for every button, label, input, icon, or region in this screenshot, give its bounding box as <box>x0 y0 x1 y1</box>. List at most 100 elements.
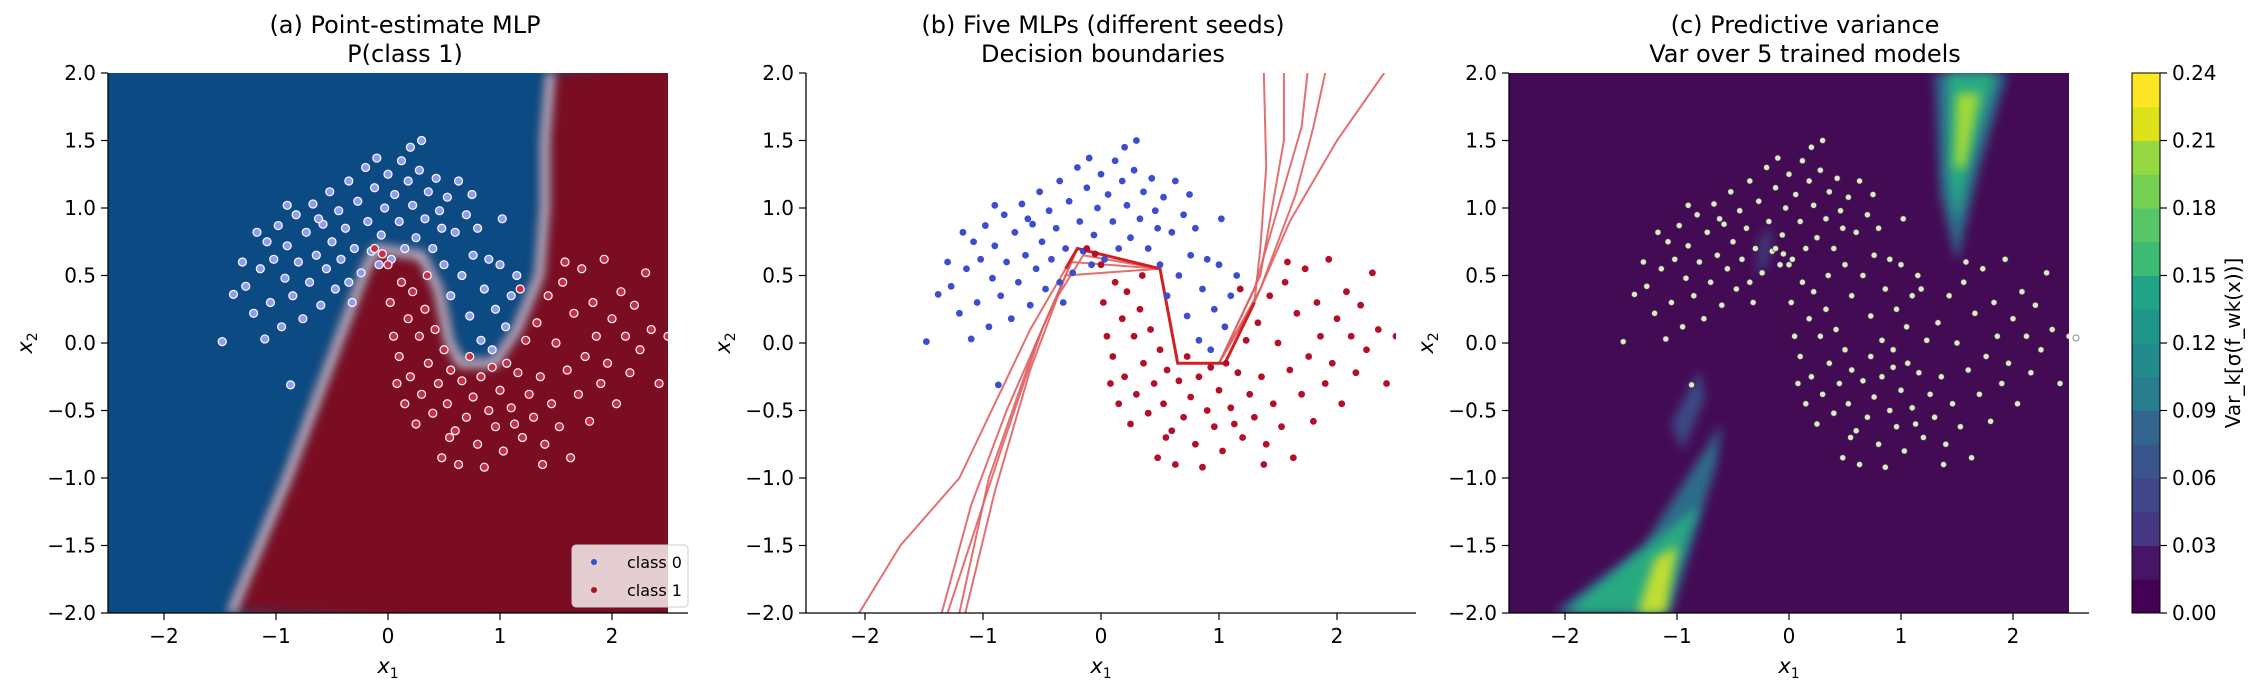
point-class0 <box>1693 211 1701 219</box>
point-class1 <box>546 399 557 409</box>
point-class0 <box>1749 299 1757 306</box>
point-class0 <box>1789 255 1796 263</box>
point-class0 <box>1664 238 1672 246</box>
point-class1 <box>385 297 395 308</box>
point-class1 <box>414 331 424 341</box>
y-tick-label: 0.0 <box>64 331 96 355</box>
point-class0 <box>1765 218 1773 225</box>
point-class0 <box>282 241 292 251</box>
point-class1 <box>1107 380 1114 387</box>
x-tick-label: 1 <box>1213 624 1226 648</box>
point-class1 <box>1239 434 1246 441</box>
colorbar: 0.00 0.03 0.06 0.09 0.12 0.15 0.18 0.21 0.24 Var… <box>2131 61 2245 625</box>
point-class0 <box>1018 200 1026 208</box>
point-class1 <box>1199 463 1206 471</box>
point-class0 <box>1036 188 1044 196</box>
point-class1 <box>502 358 512 368</box>
point-class1 <box>1118 315 1126 323</box>
point-class1 <box>640 268 651 278</box>
point-class1 <box>1133 390 1140 398</box>
point-class1 <box>1091 250 1099 258</box>
point-class1 <box>625 368 635 378</box>
x-tick-label: 1 <box>494 624 507 648</box>
point-class0 <box>273 220 283 231</box>
variance-region <box>1671 370 1705 451</box>
point-class1 <box>1856 461 1863 468</box>
point-class0 <box>372 153 382 163</box>
point-class0 <box>1870 251 1878 259</box>
point-class1 <box>537 459 548 470</box>
x-tick-label: −2 <box>1550 624 1579 648</box>
point-class1 <box>1819 390 1826 398</box>
point-class0 <box>1833 175 1841 182</box>
point-class1 <box>1886 407 1894 414</box>
point-class0 <box>249 308 259 318</box>
point-class1 <box>465 351 475 362</box>
point-class0 <box>1133 137 1140 144</box>
point-class0 <box>265 297 275 308</box>
colorbar-band <box>2132 478 2160 513</box>
panel-a-legend: class 0 class 1 <box>571 544 689 608</box>
boundary-line <box>964 73 1309 613</box>
point-class0 <box>344 176 354 186</box>
point-class1 <box>1234 369 1242 377</box>
point-class1 <box>476 372 486 382</box>
panel-a-title-1: (a) Point-estimate MLP <box>269 11 540 39</box>
point-class0 <box>1069 269 1077 277</box>
point-class1 <box>439 345 449 355</box>
point-class1 <box>1175 377 1183 385</box>
point-class1 <box>1127 420 1134 428</box>
point-class0 <box>1192 224 1199 232</box>
point-class0 <box>1845 193 1852 201</box>
panel-b-title-2: Decision boundaries <box>981 40 1225 68</box>
point-class0 <box>405 142 415 152</box>
x-axis-label: x1 <box>376 654 398 682</box>
point-class0 <box>479 284 489 294</box>
point-class1 <box>383 260 393 270</box>
x-tick-label: −2 <box>149 624 178 648</box>
point-class1 <box>528 412 539 422</box>
point-class0 <box>327 237 337 247</box>
colorbar-tick-label: 0.12 <box>2172 331 2217 355</box>
point-class0 <box>468 250 478 260</box>
point-class1 <box>437 453 447 463</box>
point-class1 <box>517 432 528 443</box>
point-class0 <box>1889 346 1897 354</box>
point-class1 <box>1901 447 1908 455</box>
x-tick-label: 2 <box>1331 624 1344 648</box>
point-class0 <box>349 243 359 254</box>
y-tick-label: −2.0 <box>745 601 794 625</box>
point-class1 <box>1111 278 1119 286</box>
boundary-line <box>940 73 1268 613</box>
point-class0 <box>353 196 363 206</box>
panel-b: (b) Five MLPs (different seeds) Decision… <box>711 11 1416 682</box>
point-class0 <box>1897 261 1905 269</box>
point-class1 <box>1180 413 1187 421</box>
point-class0 <box>1841 261 1849 269</box>
point-class0 <box>408 200 418 210</box>
point-class1 <box>1859 377 1867 385</box>
colorbar-band <box>2132 73 2160 108</box>
point-class0 <box>1736 207 1744 214</box>
point-class0 <box>1690 292 1698 300</box>
point-class0 <box>981 222 989 229</box>
point-class1 <box>1852 427 1860 435</box>
colorbar-ticks: 0.00 0.03 0.06 0.09 0.12 0.15 0.18 0.21 0.24 <box>2160 61 2217 625</box>
point-class0 <box>1024 215 1032 223</box>
point-class1 <box>1227 404 1235 412</box>
point-class0 <box>1684 242 1692 250</box>
point-class0 <box>1203 255 1211 263</box>
point-class0 <box>476 335 486 345</box>
x-tick-label: 0 <box>1095 624 1108 648</box>
point-class0 <box>1171 177 1179 185</box>
panel-c-axes: −2 −1 0 1 2 −2.0 −1.5 −1.0 −0.5 0.0 0.5 1.0 1.5 2.0 x1… <box>1414 61 2089 682</box>
point-class0 <box>380 203 390 213</box>
point-class1 <box>577 264 587 274</box>
point-class1 <box>2001 255 2009 263</box>
point-class0 <box>390 189 400 200</box>
point-class1 <box>1222 359 1230 367</box>
point-class0 <box>1029 220 1036 228</box>
point-class1 <box>1099 299 1107 306</box>
colorbar-tick-label: 0.09 <box>2172 399 2217 423</box>
point-class1 <box>1278 423 1285 431</box>
